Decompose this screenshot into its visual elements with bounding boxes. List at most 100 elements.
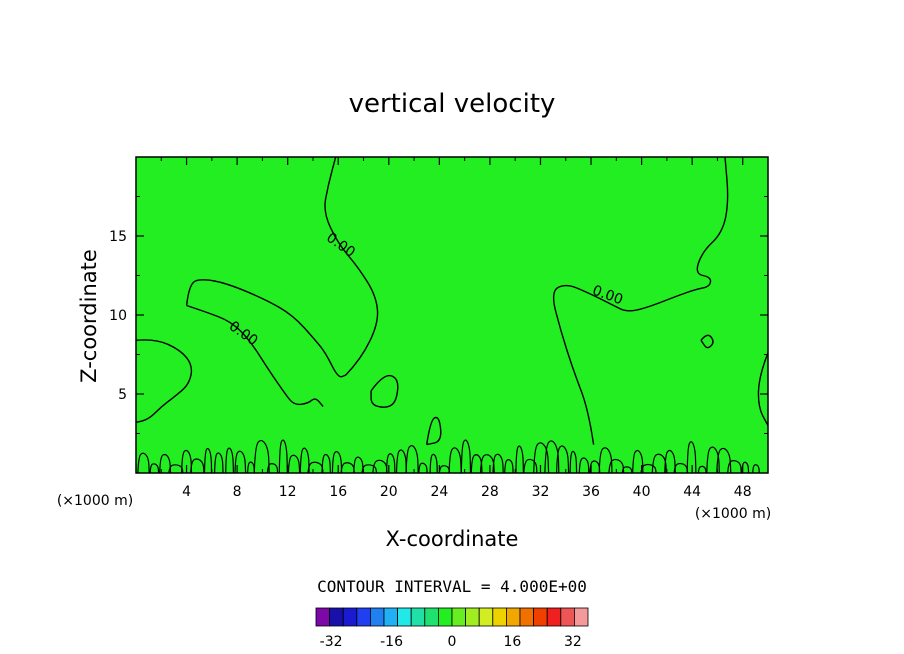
- surface-contour: [523, 458, 538, 474]
- surface-contour: [632, 449, 644, 474]
- colorbar-swatch: [478, 607, 494, 627]
- surface-contour: [299, 447, 310, 474]
- surface-contour: [578, 457, 590, 474]
- zero-contour-line: [757, 352, 769, 426]
- surface-contour: [556, 445, 570, 474]
- x-tick-label: 28: [481, 484, 499, 500]
- surface-contour: [203, 447, 213, 474]
- colorbar-swatch: [397, 607, 412, 627]
- surface-contour: [533, 442, 550, 474]
- surface-contour: [331, 451, 343, 474]
- surface-contour: [640, 463, 657, 474]
- surface-contour: [418, 462, 428, 474]
- surface-contour: [438, 465, 450, 474]
- surface-contour: [598, 447, 613, 474]
- x-tick-label: 12: [279, 484, 297, 500]
- surface-contour: [234, 450, 247, 474]
- colorbar-swatch: [492, 607, 507, 627]
- x-tick-label: 24: [430, 484, 448, 500]
- surface-contour: [149, 463, 160, 474]
- surface-contour: [716, 447, 732, 474]
- zero-contour-line: [185, 279, 347, 378]
- surface-contour: [247, 461, 255, 474]
- y-tick-label: 15: [109, 229, 127, 245]
- zero-contour-line: [426, 416, 442, 446]
- colorbar-swatch: [369, 607, 385, 627]
- colorbar-swatch: [410, 607, 426, 627]
- colorbar-swatch: [329, 607, 344, 627]
- surface-contour: [752, 464, 760, 474]
- surface-contour: [340, 462, 355, 474]
- colorbar-swatch: [574, 607, 589, 627]
- colorbar-tick-label: -16: [380, 634, 403, 650]
- surface-contour: [621, 466, 633, 474]
- velocity-field: [136, 157, 768, 473]
- surface-contour: [190, 458, 205, 474]
- surface-contour: [479, 454, 495, 474]
- surface-contour: [287, 454, 301, 474]
- x-tick-label: 20: [380, 484, 398, 500]
- colorbar-tick-label: 16: [504, 634, 522, 650]
- surface-contour: [214, 452, 224, 474]
- surface-contour: [515, 445, 524, 474]
- surface-contour: [504, 459, 514, 474]
- chart-title: vertical velocity: [349, 89, 556, 119]
- surface-contour: [448, 447, 462, 474]
- x-unit-note: (×1000 m): [695, 506, 771, 522]
- colorbar-swatch: [383, 607, 399, 627]
- x-axis-label: X-coordinate: [386, 527, 519, 551]
- colorbar-swatch: [315, 607, 331, 627]
- contour-interval-label: CONTOUR INTERVAL = 4.000E+00: [317, 577, 587, 596]
- colorbar-tick-label: -32: [320, 634, 343, 650]
- surface-contour: [429, 453, 438, 474]
- surface-contour: [492, 453, 504, 474]
- surface-contour: [460, 439, 472, 474]
- x-tick-label: 44: [683, 484, 701, 500]
- surface-contour: [225, 447, 234, 474]
- zero-contour-line: [552, 156, 729, 445]
- colorbar-swatch: [424, 607, 439, 627]
- x-tick-label: 16: [329, 484, 347, 500]
- zero-contours: [135, 156, 769, 446]
- surface-contour: [697, 465, 707, 474]
- colorbar: -32 -16 0 16 32: [315, 607, 589, 650]
- surface-contour: [405, 445, 419, 474]
- x-tick-label: 36: [582, 484, 600, 500]
- y-tick-label: 10: [109, 308, 127, 324]
- surface-contour: [727, 459, 742, 474]
- colorbar-swatch: [560, 607, 575, 627]
- surface-contour: [321, 453, 331, 474]
- surface-contour: [159, 453, 172, 474]
- x-tick-label: 8: [233, 484, 242, 500]
- surface-contour: [353, 456, 364, 474]
- surface-contour: [181, 449, 193, 474]
- zero-contour-line: [135, 339, 193, 424]
- zero-contour-line: [700, 334, 714, 349]
- colorbar-swatch: [533, 607, 548, 627]
- surface-contour: [266, 463, 279, 474]
- surface-contour: [569, 450, 578, 474]
- colorbar-swatch: [356, 607, 371, 627]
- colorbar-tick-label: 32: [564, 634, 582, 650]
- surface-contour: [361, 464, 378, 474]
- surface-contour: [385, 453, 396, 474]
- surface-contour: [664, 449, 676, 474]
- surface-contour: [686, 441, 697, 474]
- colorbar-swatch: [437, 607, 453, 627]
- colorbar-swatch: [519, 607, 535, 627]
- surface-contour: [253, 439, 270, 474]
- y-axis-label: Z-coordinate: [77, 249, 101, 383]
- zero-contour-line: [186, 304, 324, 408]
- x-tick-label: 40: [633, 484, 651, 500]
- y-tick-label: 5: [118, 387, 127, 403]
- surface-contour: [372, 459, 388, 474]
- surface-contour: [608, 458, 625, 474]
- colorbar-swatch: [465, 607, 480, 627]
- surface-contour: [395, 449, 407, 474]
- surface-contours: [137, 439, 760, 474]
- surface-contour: [137, 452, 150, 474]
- colorbar-tick-label: 0: [448, 634, 457, 650]
- y-unit-note: (×1000 m): [57, 493, 133, 509]
